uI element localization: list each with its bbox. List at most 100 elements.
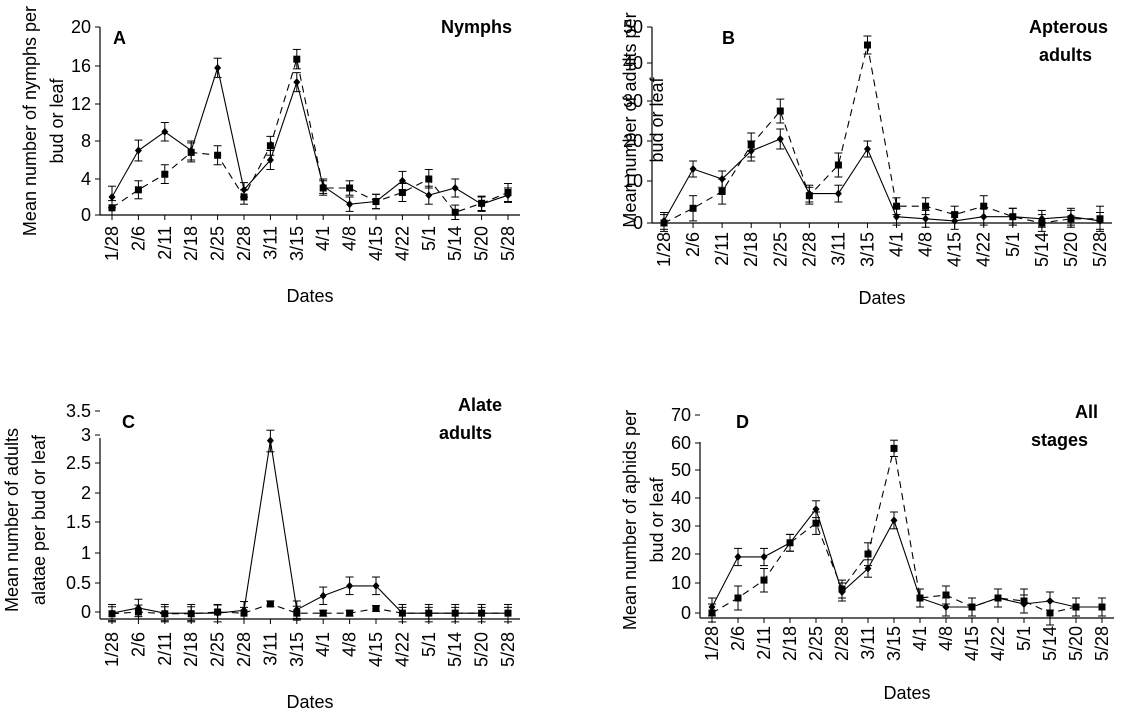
data-point-square <box>346 184 354 192</box>
series-line <box>111 59 509 213</box>
x-tick-label: 5/20 <box>1061 232 1081 267</box>
chart-panel-b: 0 10 20 30 40 50 1/28 2/6 2/11 2/18 2/25 2/28 3/11 3/… <box>620 12 1112 308</box>
data-point-diamond <box>734 552 742 561</box>
panel-letter: C <box>122 412 135 432</box>
x-tick-label: 4/22 <box>392 632 412 667</box>
data-point-square <box>951 211 959 219</box>
x-tick-label: 2/28 <box>234 632 254 667</box>
x-tick-label: 1/28 <box>102 632 122 667</box>
x-tick-label: 2/11 <box>155 226 175 260</box>
x-tick-label: 2/11 <box>754 626 774 660</box>
x-tick-label: 5/14 <box>445 632 465 667</box>
x-tick-label: 2/28 <box>799 232 819 267</box>
y-tick-label: 4 <box>81 169 91 189</box>
y-tick-label: 60 <box>671 433 691 453</box>
x-tick-label: 4/15 <box>962 626 982 661</box>
x-tick-label: 4/8 <box>340 632 360 657</box>
x-axis-title: Dates <box>286 286 333 306</box>
data-point-square <box>863 41 871 49</box>
data-point-square <box>1067 215 1075 223</box>
series-dashed <box>708 439 1106 626</box>
data-point-square <box>776 107 784 115</box>
x-tick-label: 1/28 <box>702 626 722 661</box>
data-point-diamond <box>293 78 301 87</box>
x-tick-label: 2/11 <box>155 632 175 666</box>
y-tick-label: 2.5 <box>66 453 91 473</box>
x-tick-label: 2/18 <box>181 226 201 261</box>
data-point-square <box>834 161 842 169</box>
series-line <box>111 65 509 205</box>
data-point-square <box>187 610 195 618</box>
data-point-square <box>994 594 1002 602</box>
x-tick-label: 5/1 <box>1003 232 1023 257</box>
data-point-square <box>504 609 512 617</box>
series-solid <box>108 429 512 623</box>
x-tick-label: 5/28 <box>498 226 518 261</box>
data-point-square <box>1009 213 1017 221</box>
y-tick-label: 50 <box>623 17 643 37</box>
series-solid <box>708 500 1106 617</box>
data-point-square <box>161 610 169 618</box>
x-tick-label: 5/28 <box>1090 232 1110 267</box>
x-axis-title: Dates <box>858 288 905 308</box>
y-axis-title: Mean number of adults per bud or leaf <box>620 12 667 227</box>
x-tick-label: 1/28 <box>654 232 674 267</box>
series-line <box>711 448 1102 614</box>
x-tick-label: 3/11 <box>260 226 280 260</box>
data-point-square <box>398 609 406 617</box>
data-point-square <box>760 576 768 584</box>
series-dashed <box>660 35 1104 232</box>
data-point-square <box>478 609 486 617</box>
data-point-square <box>1096 215 1104 223</box>
data-point-diamond <box>346 581 354 590</box>
x-tick-label: 2/25 <box>208 632 228 667</box>
series-dashed <box>108 600 512 622</box>
x-tick-label: 4/1 <box>887 232 907 257</box>
data-point-diamond <box>346 200 354 209</box>
data-point-diamond <box>864 564 872 573</box>
data-point-square <box>398 189 406 196</box>
y-tick-label: 20 <box>623 131 643 151</box>
data-point-diamond <box>266 436 274 445</box>
data-point-square <box>660 219 668 227</box>
x-tick-label: 3/15 <box>857 232 877 267</box>
data-point-square <box>134 608 142 616</box>
x-tick-label: 4/15 <box>366 632 386 667</box>
data-point-diamond <box>108 193 116 201</box>
data-point-square <box>1072 603 1080 611</box>
data-point-square <box>718 188 726 195</box>
series-line <box>711 508 1102 608</box>
x-tick-label: 2/6 <box>128 226 148 251</box>
data-point-square <box>319 184 327 192</box>
x-tick-label: 2/18 <box>741 232 761 267</box>
y-axis-title: Mean number of adults alatae per bud or l… <box>2 428 49 612</box>
x-tick-label: 4/22 <box>392 226 412 261</box>
x-tick-label: 4/8 <box>340 226 360 251</box>
data-point-square <box>805 192 813 200</box>
data-point-square <box>134 186 142 194</box>
data-point-square <box>1038 219 1046 227</box>
x-tick-label: 4/1 <box>313 226 333 251</box>
data-point-square <box>786 539 794 547</box>
y-tick-label: 8 <box>81 131 91 151</box>
data-point-square <box>864 550 872 558</box>
x-tick-label: 5/1 <box>1014 626 1034 651</box>
panel-title: Alate adults <box>439 395 502 443</box>
data-point-square <box>161 170 169 178</box>
panel-title: Apterous adults <box>1029 17 1108 65</box>
x-tick-label: 4/15 <box>945 232 965 267</box>
y-tick-label: 1 <box>81 543 91 563</box>
x-tick-label: 2/28 <box>234 226 254 261</box>
data-point-square <box>108 204 116 212</box>
data-point-square <box>890 444 898 452</box>
data-point-diamond <box>863 145 871 153</box>
data-point-square <box>425 609 433 617</box>
data-point-square <box>187 148 195 156</box>
data-point-diamond <box>372 581 380 590</box>
x-tick-label: 5/20 <box>472 632 492 667</box>
data-point-square <box>689 204 697 212</box>
x-tick-label: 2/6 <box>728 626 748 651</box>
y-tick-label: 10 <box>623 171 643 191</box>
x-tick-label: 3/15 <box>287 226 307 261</box>
